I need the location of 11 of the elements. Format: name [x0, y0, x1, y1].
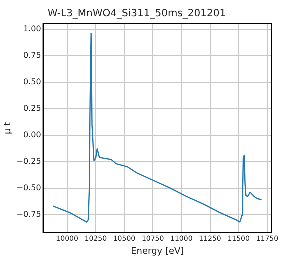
- chart-title: W-L3_MnWO4_Si311_50ms_201201: [48, 8, 226, 20]
- y-tick-label: 0.75: [24, 50, 42, 60]
- y-tick-label: −0.50: [16, 183, 42, 192]
- y-axis-title: μ t: [4, 122, 14, 134]
- y-tick-label: 0.50: [24, 77, 42, 86]
- y-tick-label: −0.75: [16, 210, 42, 219]
- y-tick-label: 0.25: [24, 104, 42, 113]
- y-tick-label: 1.00: [24, 24, 42, 34]
- y-tick-label: −0.25: [16, 156, 42, 166]
- y-tick-label: 0.00: [24, 130, 42, 140]
- x-axis-title: Energy [eV]: [131, 246, 184, 257]
